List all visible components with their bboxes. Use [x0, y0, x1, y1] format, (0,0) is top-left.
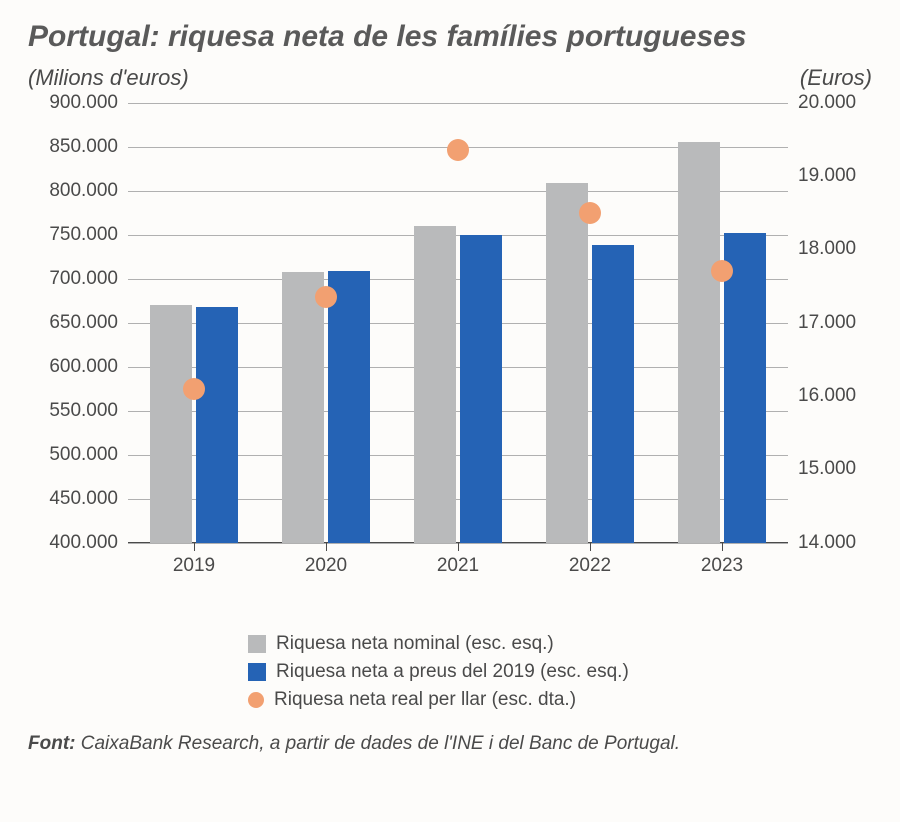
- xaxis-tick: [590, 543, 591, 551]
- marker-per-llar: [315, 286, 337, 308]
- chart-title: Portugal: riquesa neta de les famílies p…: [28, 20, 872, 55]
- ytick-left: 800.000: [49, 180, 128, 202]
- xaxis-label: 2019: [173, 555, 215, 577]
- plot-area: 400.000450.000500.000550.000600.000650.0…: [128, 103, 788, 583]
- legend-nominal-swatch: [248, 635, 266, 653]
- left-axis-unit: (Milions d'euros): [28, 65, 189, 91]
- chart-container: Portugal: riquesa neta de les famílies p…: [0, 0, 900, 822]
- bar-real2019: [592, 245, 634, 542]
- plot-inner: 400.000450.000500.000550.000600.000650.0…: [128, 103, 788, 543]
- ytick-right: 14.000: [788, 532, 856, 554]
- bar-real2019: [328, 271, 370, 542]
- ytick-right: 18.000: [788, 238, 856, 260]
- legend-real2019-label: Riquesa neta a preus del 2019 (esc. esq.…: [276, 661, 629, 683]
- xaxis-tick: [458, 543, 459, 551]
- ytick-left: 850.000: [49, 136, 128, 158]
- xaxis-label: 2023: [701, 555, 743, 577]
- ytick-left: 700.000: [49, 268, 128, 290]
- legend-nominal: Riquesa neta nominal (esc. esq.): [248, 633, 872, 655]
- ytick-left: 400.000: [49, 532, 128, 554]
- marker-per-llar: [579, 202, 601, 224]
- right-axis-unit: (Euros): [800, 65, 872, 91]
- source-line: Font: CaixaBank Research, a partir de da…: [28, 733, 872, 755]
- marker-per-llar: [711, 260, 733, 282]
- ytick-right: 16.000: [788, 385, 856, 407]
- subtitle-row: (Milions d'euros) (Euros): [28, 65, 872, 91]
- legend-real2019: Riquesa neta a preus del 2019 (esc. esq.…: [248, 661, 872, 683]
- xaxis-label: 2021: [437, 555, 479, 577]
- ytick-left: 600.000: [49, 356, 128, 378]
- marker-per-llar: [183, 378, 205, 400]
- bar-real2019: [460, 235, 502, 543]
- bar-nominal: [546, 183, 588, 542]
- bar-real2019: [724, 233, 766, 543]
- bar-nominal: [150, 305, 192, 543]
- ytick-right: 17.000: [788, 312, 856, 334]
- ytick-left: 650.000: [49, 312, 128, 334]
- legend-per-llar-swatch: [248, 692, 264, 708]
- ytick-right: 20.000: [788, 92, 856, 114]
- xaxis-label: 2020: [305, 555, 347, 577]
- legend-real2019-swatch: [248, 663, 266, 681]
- bar-real2019: [196, 307, 238, 543]
- legend-per-llar-label: Riquesa neta real per llar (esc. dta.): [274, 689, 576, 711]
- marker-per-llar: [447, 139, 469, 161]
- ytick-right: 15.000: [788, 458, 856, 480]
- legend-nominal-label: Riquesa neta nominal (esc. esq.): [276, 633, 554, 655]
- ytick-left: 450.000: [49, 488, 128, 510]
- xaxis-tick: [326, 543, 327, 551]
- ytick-left: 550.000: [49, 400, 128, 422]
- bar-nominal: [282, 272, 324, 542]
- bar-nominal: [414, 226, 456, 543]
- gridline: [128, 103, 788, 104]
- xaxis-label: 2022: [569, 555, 611, 577]
- ytick-left: 500.000: [49, 444, 128, 466]
- legend: Riquesa neta nominal (esc. esq.) Riquesa …: [248, 633, 872, 711]
- ytick-right: 19.000: [788, 165, 856, 187]
- bar-nominal: [678, 142, 720, 542]
- xaxis-tick: [194, 543, 195, 551]
- ytick-left: 750.000: [49, 224, 128, 246]
- legend-per-llar: Riquesa neta real per llar (esc. dta.): [248, 689, 872, 711]
- source-text: CaixaBank Research, a partir de dades de…: [75, 733, 680, 754]
- xaxis-tick: [722, 543, 723, 551]
- ytick-left: 900.000: [49, 92, 128, 114]
- source-label: Font:: [28, 733, 75, 754]
